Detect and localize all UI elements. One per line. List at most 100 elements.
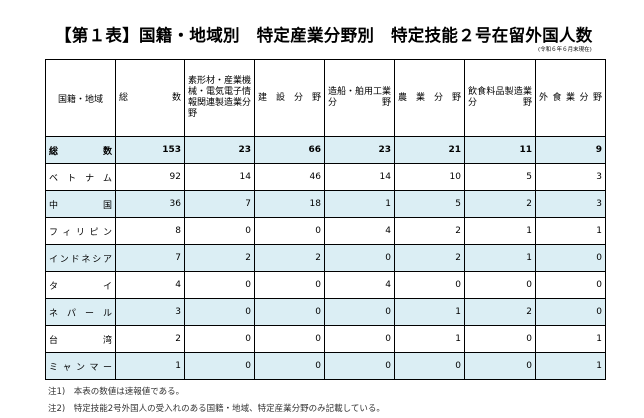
- value-cell: 1: [464, 244, 536, 272]
- header-total-label: 総 数: [119, 92, 181, 103]
- value-cell: 4: [324, 217, 395, 245]
- country-cell: フィリピン: [45, 217, 116, 245]
- as-of-date: (令和６年６月末現在): [538, 47, 592, 53]
- header-shipbuilding-label: 造船・舶用工業分野: [328, 87, 392, 108]
- value-cell: 0: [254, 352, 325, 380]
- value-cell: 3: [115, 298, 185, 326]
- value-cell: 2: [254, 244, 325, 272]
- value-cell: 3: [535, 163, 606, 191]
- table-row: ミャンマー 1 0 0 0 0 0 1: [45, 352, 606, 380]
- value-cell: 2: [394, 244, 465, 272]
- value-cell: 153: [115, 136, 185, 164]
- value-cell: 1: [324, 190, 395, 218]
- value-cell: 0: [394, 271, 465, 299]
- value-cell: 21: [394, 136, 465, 164]
- country-cell: ミャンマー: [45, 352, 116, 380]
- value-cell: 0: [324, 352, 395, 380]
- value-cell: 23: [324, 136, 395, 164]
- header-food-manufacturing-label: 飲食料品製造業分野: [468, 87, 532, 108]
- header-total: 総 数: [115, 59, 185, 137]
- table-row: フィリピン 8 0 0 4 2 1 1: [45, 217, 606, 245]
- country-cell: タ イ: [45, 271, 116, 299]
- stats-table: 国籍・地域 総 数 素形材・産業機械・電気電子情報関連製造業分野 建設分野 造船…: [45, 59, 606, 380]
- header-agriculture: 農業分野: [394, 59, 465, 137]
- page-title: 【第１表】国籍・地域別 特定産業分野別 特定技能２号在留外国人数: [55, 26, 593, 45]
- value-cell: 0: [535, 298, 606, 326]
- value-cell: 0: [184, 352, 255, 380]
- value-cell: 14: [184, 163, 255, 191]
- value-cell: 4: [324, 271, 395, 299]
- value-cell: 1: [535, 217, 606, 245]
- value-cell: 1: [464, 217, 536, 245]
- country-cell: 中 国: [45, 190, 116, 218]
- value-cell: 4: [115, 271, 185, 299]
- value-cell: 0: [254, 271, 325, 299]
- value-cell: 0: [535, 271, 606, 299]
- table-row: インドネシア 7 2 2 0 2 1 0: [45, 244, 606, 272]
- header-manufacturing-label: 素形材・産業機械・電気電子情報関連製造業分野: [188, 76, 252, 119]
- value-cell: 7: [184, 190, 255, 218]
- table-row: 中 国 36 7 18 1 5 2 3: [45, 190, 606, 218]
- value-cell: 2: [115, 325, 185, 353]
- table-row: ベトナム 92 14 46 14 10 5 3: [45, 163, 606, 191]
- value-cell: 2: [394, 217, 465, 245]
- value-cell: 0: [464, 271, 536, 299]
- header-shipbuilding: 造船・舶用工業分野: [324, 59, 395, 137]
- value-cell: 0: [324, 325, 395, 353]
- header-row: 国籍・地域 総 数 素形材・産業機械・電気電子情報関連製造業分野 建設分野 造船…: [45, 59, 606, 137]
- country-cell: 台 湾: [45, 325, 116, 353]
- value-cell: 0: [184, 217, 255, 245]
- value-cell: 5: [464, 163, 536, 191]
- value-cell: 1: [535, 352, 606, 380]
- value-cell: 0: [535, 244, 606, 272]
- value-cell: 9: [535, 136, 606, 164]
- value-cell: 23: [184, 136, 255, 164]
- value-cell: 0: [254, 217, 325, 245]
- value-cell: 0: [184, 271, 255, 299]
- value-cell: 1: [394, 325, 465, 353]
- header-country: 国籍・地域: [45, 59, 116, 137]
- country-cell: インドネシア: [45, 244, 116, 272]
- value-cell: 0: [394, 352, 465, 380]
- value-cell: 0: [464, 325, 536, 353]
- value-cell: 0: [184, 298, 255, 326]
- value-cell: 66: [254, 136, 325, 164]
- value-cell: 14: [324, 163, 395, 191]
- country-cell: ネパール: [45, 298, 116, 326]
- value-cell: 1: [394, 298, 465, 326]
- value-cell: 0: [464, 352, 536, 380]
- value-cell: 3: [535, 190, 606, 218]
- value-cell: 8: [115, 217, 185, 245]
- header-food-manufacturing: 飲食料品製造業分野: [464, 59, 536, 137]
- country-cell: ベトナム: [45, 163, 116, 191]
- table-row: ネパール 3 0 0 0 1 2 0: [45, 298, 606, 326]
- value-cell: 18: [254, 190, 325, 218]
- note-1: 注1) 本表の数値は速報値である。: [48, 387, 185, 397]
- value-cell: 92: [115, 163, 185, 191]
- value-cell: 1: [535, 325, 606, 353]
- header-manufacturing: 素形材・産業機械・電気電子情報関連製造業分野: [184, 59, 255, 137]
- value-cell: 0: [324, 298, 395, 326]
- value-cell: 7: [115, 244, 185, 272]
- note-2: 注2) 特定技能2号外国人の受入れのある国籍・地域、特定産業分野のみ記載している…: [48, 404, 385, 414]
- value-cell: 0: [324, 244, 395, 272]
- header-food-service-label: 外食業分野: [539, 92, 602, 103]
- value-cell: 2: [464, 298, 536, 326]
- value-cell: 0: [184, 325, 255, 353]
- value-cell: 0: [254, 298, 325, 326]
- header-food-service: 外食業分野: [535, 59, 606, 137]
- value-cell: 2: [184, 244, 255, 272]
- value-cell: 10: [394, 163, 465, 191]
- value-cell: 36: [115, 190, 185, 218]
- value-cell: 1: [115, 352, 185, 380]
- value-cell: 11: [464, 136, 536, 164]
- total-row: 総 数 153 23 66 23 21 11 9: [45, 136, 606, 164]
- header-agriculture-label: 農業分野: [398, 92, 461, 103]
- value-cell: 2: [464, 190, 536, 218]
- country-cell: 総 数: [45, 136, 116, 164]
- header-construction-label: 建設分野: [258, 92, 321, 103]
- value-cell: 0: [254, 325, 325, 353]
- header-construction: 建設分野: [254, 59, 325, 137]
